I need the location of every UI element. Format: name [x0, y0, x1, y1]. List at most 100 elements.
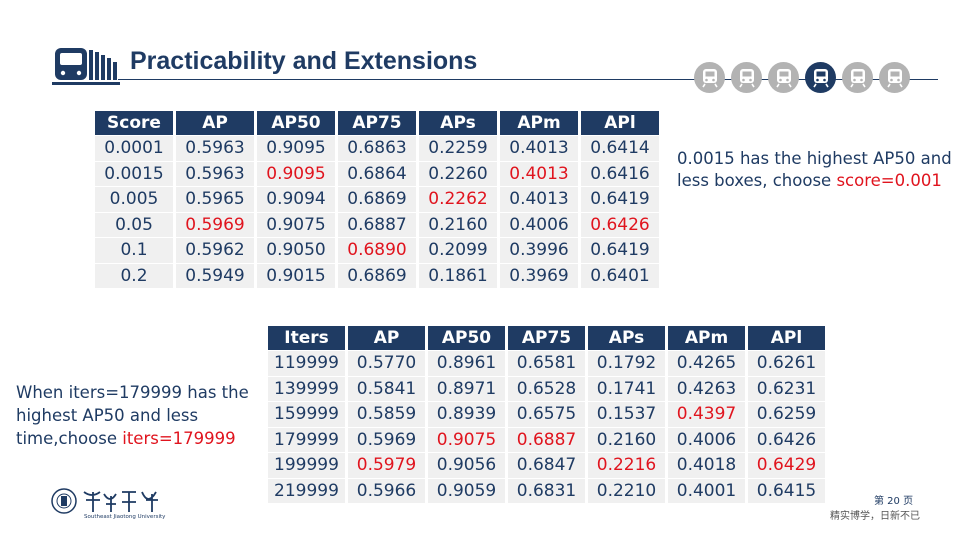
table-cell: 0.4013	[500, 187, 578, 212]
subway-icon[interactable]	[731, 62, 762, 93]
table-cell: 0.3969	[500, 263, 578, 288]
table-cell: 0.1	[95, 238, 173, 263]
table-cell: 219999	[268, 478, 345, 503]
column-header: AP50	[428, 326, 505, 350]
table-row: 0.2 0.5949 0.9015 0.6869 0.1861 0.3969 0.6401	[95, 263, 659, 288]
table-cell: 0.2259	[419, 136, 497, 161]
table-cell: 0.9075	[257, 212, 335, 237]
table-cell: 0.5962	[176, 238, 254, 263]
table-cell: 0.6419	[581, 238, 659, 263]
column-header: APm	[500, 111, 578, 135]
table-cell: 159999	[268, 402, 345, 427]
subway-icon[interactable]	[694, 62, 725, 93]
table-row: 119999 0.5770 0.8961 0.6581 0.1792 0.4265 0.62…	[268, 351, 825, 376]
table-cell: 0.6887	[508, 427, 585, 452]
iterations-conclusion-note: When iters=179999 has the highest AP50 a…	[16, 381, 261, 450]
table-cell: 0.4013	[500, 161, 578, 186]
university-name: Southeast Jiaotong University	[84, 514, 166, 520]
table-row: 179999 0.5969 0.9075 0.6887 0.2160 0.4006 0.64…	[268, 427, 825, 452]
table-cell: 0.5979	[348, 453, 425, 478]
table-row: 0.005 0.5965 0.9094 0.6869 0.2262 0.4013 0.641…	[95, 187, 659, 212]
motto: 精实博学，日新不已	[830, 511, 920, 522]
subway-icon[interactable]	[842, 62, 873, 93]
table-cell: 0.1537	[588, 402, 665, 427]
column-header: AP75	[508, 326, 585, 350]
table-cell: 0.6414	[581, 136, 659, 161]
table-cell: 0.2160	[419, 212, 497, 237]
table-cell: 0.1861	[419, 263, 497, 288]
table-cell: 0.6890	[338, 238, 416, 263]
university-logo: Southeast Jiaotong University	[51, 488, 166, 520]
table-cell: 0.5963	[176, 161, 254, 186]
table-cell: 0.1792	[588, 351, 665, 376]
table-cell: 0.5965	[176, 187, 254, 212]
table-cell: 0.1741	[588, 376, 665, 401]
table-cell: 0.4006	[668, 427, 745, 452]
table-cell: 0.6863	[338, 136, 416, 161]
note-highlight: score=0.001	[836, 171, 942, 190]
table-cell: 0.4001	[668, 478, 745, 503]
table-cell: 0.0001	[95, 136, 173, 161]
iterations-table: Iters AP AP50 AP75 APs APm APl 119999 0.5770 0.8…	[265, 325, 828, 504]
table-cell: 0.6869	[338, 187, 416, 212]
table-cell: 0.6401	[581, 263, 659, 288]
table-cell: 0.6259	[748, 402, 825, 427]
table-cell: 119999	[268, 351, 345, 376]
table-cell: 0.4263	[668, 376, 745, 401]
table-cell: 0.9095	[257, 161, 335, 186]
table-cell: 0.2262	[419, 187, 497, 212]
table-cell: 0.5859	[348, 402, 425, 427]
table-cell: 179999	[268, 427, 345, 452]
table-cell: 0.9075	[428, 427, 505, 452]
subway-icon[interactable]	[879, 62, 910, 93]
column-header: AP	[348, 326, 425, 350]
table-cell: 0.6581	[508, 351, 585, 376]
table-cell: 0.5770	[348, 351, 425, 376]
station-nav	[694, 62, 910, 93]
subway-icon[interactable]	[768, 62, 799, 93]
subway-icon[interactable]	[805, 62, 836, 93]
table-cell: 0.6415	[748, 478, 825, 503]
table-row: 139999 0.5841 0.8971 0.6528 0.1741 0.4263 0.62…	[268, 376, 825, 401]
train-logo-icon	[52, 48, 120, 85]
table-cell: 0.5841	[348, 376, 425, 401]
column-header: Score	[95, 111, 173, 135]
table-cell: 0.9050	[257, 238, 335, 263]
table-cell: 0.9056	[428, 453, 505, 478]
table-cell: 0.5963	[176, 136, 254, 161]
table-cell: 0.9094	[257, 187, 335, 212]
table-cell: 139999	[268, 376, 345, 401]
table-row: 159999 0.5859 0.8939 0.6575 0.1537 0.4397 0.62…	[268, 402, 825, 427]
table-cell: 0.6429	[748, 453, 825, 478]
table-cell: 0.6528	[508, 376, 585, 401]
table-cell: 0.8961	[428, 351, 505, 376]
table-cell: 0.2216	[588, 453, 665, 478]
table-cell: 0.6831	[508, 478, 585, 503]
title-divider	[118, 79, 938, 80]
column-header: APl	[748, 326, 825, 350]
table-cell: 0.9059	[428, 478, 505, 503]
note-text: When iters=179999 has the highest AP50 a…	[16, 383, 249, 448]
table-row: 199999 0.5979 0.9056 0.6847 0.2216 0.4018 0.64…	[268, 453, 825, 478]
table-cell: 0.6847	[508, 453, 585, 478]
table-cell: 0.5969	[176, 212, 254, 237]
table-cell: 0.2	[95, 263, 173, 288]
table-cell: 0.8939	[428, 402, 505, 427]
table-cell: 0.4018	[668, 453, 745, 478]
table-cell: 0.2160	[588, 427, 665, 452]
table-row: 219999 0.5966 0.9059 0.6831 0.2210 0.4001 0.64…	[268, 478, 825, 503]
table-row: 0.0015 0.5963 0.9095 0.6864 0.2260 0.4013 0.64…	[95, 161, 659, 186]
table-cell: 0.4013	[500, 136, 578, 161]
table-cell: 0.4265	[668, 351, 745, 376]
table-cell: 0.5949	[176, 263, 254, 288]
table-cell: 0.6575	[508, 402, 585, 427]
table-row: 0.0001 0.5963 0.9095 0.6863 0.2259 0.4013 0.64…	[95, 136, 659, 161]
page-number: 第 20 页	[874, 496, 914, 507]
table-cell: 0.6261	[748, 351, 825, 376]
column-header: APs	[419, 111, 497, 135]
table-cell: 0.6231	[748, 376, 825, 401]
table-cell: 0.9015	[257, 263, 335, 288]
table-cell: 0.0015	[95, 161, 173, 186]
table-cell: 0.6426	[748, 427, 825, 452]
table-cell: 0.5969	[348, 427, 425, 452]
